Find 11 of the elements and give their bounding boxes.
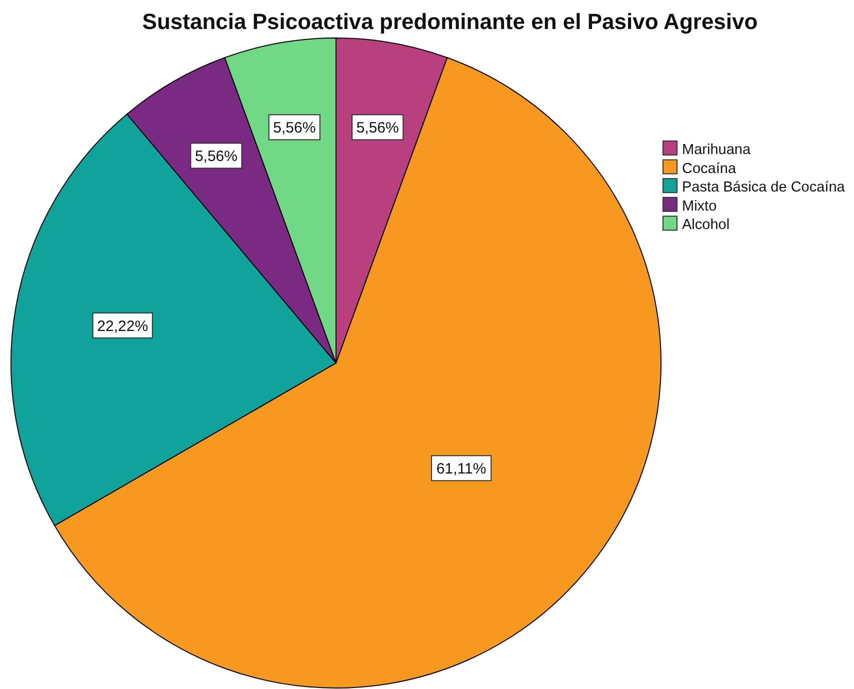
legend-label: Alcohol [682,217,730,234]
data-label: 61,11% [436,460,486,478]
chart-title: Sustancia Psicoactiva predominante en el Pasivo Agresivo [142,9,758,34]
legend-label: Pasta Básica de Cocaína [682,180,846,196]
legend-label: Mixto [682,198,717,214]
data-label: 5,56% [356,120,399,137]
legend-label: Marihuana [682,142,752,158]
data-label: 5,56% [273,120,316,137]
data-label: 22,22% [97,318,148,335]
data-label: 5,56% [194,148,238,166]
legend-label: Cocaína [682,160,737,177]
